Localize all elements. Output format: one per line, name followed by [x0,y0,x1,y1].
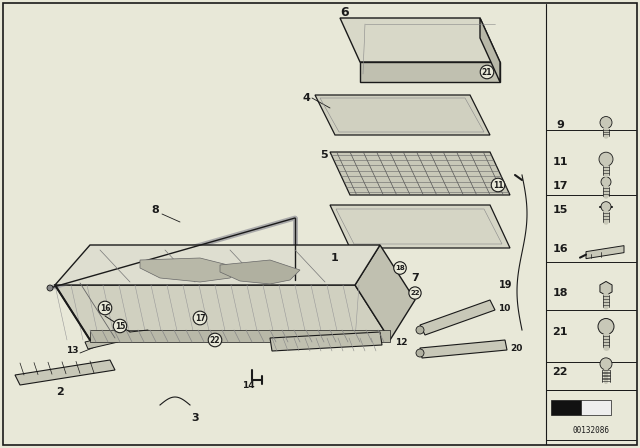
Polygon shape [55,285,390,340]
Polygon shape [340,18,500,62]
Text: 14: 14 [242,380,254,389]
Text: 17: 17 [195,314,205,323]
Text: 2: 2 [56,387,64,397]
Polygon shape [55,245,380,285]
Text: 16: 16 [100,303,110,313]
Circle shape [601,202,611,211]
Text: 11: 11 [493,181,503,190]
Text: 4: 4 [302,93,310,103]
Circle shape [598,319,614,335]
Polygon shape [330,205,510,248]
Circle shape [416,326,424,334]
Text: 17: 17 [552,181,568,191]
Polygon shape [90,330,390,342]
Circle shape [600,358,612,370]
Circle shape [47,285,53,291]
Text: 15: 15 [552,205,568,215]
Polygon shape [315,95,490,135]
Polygon shape [270,332,382,351]
Polygon shape [480,18,500,82]
Circle shape [601,177,611,187]
Text: 22: 22 [552,367,568,377]
Polygon shape [600,281,612,295]
Circle shape [416,349,424,357]
Circle shape [600,116,612,129]
Polygon shape [85,335,118,349]
Text: 21: 21 [482,68,492,77]
Circle shape [599,152,613,166]
Text: 8: 8 [151,205,159,215]
Text: 3: 3 [191,413,199,423]
Text: 1: 1 [331,253,339,263]
Polygon shape [420,300,495,335]
Text: 18: 18 [395,265,405,271]
Polygon shape [355,245,415,340]
Text: 6: 6 [340,5,349,18]
Text: 19: 19 [499,280,512,290]
Polygon shape [140,258,240,282]
Text: 16: 16 [552,244,568,254]
Polygon shape [360,62,500,82]
Bar [551,400,581,415]
Polygon shape [330,152,510,195]
Text: 22: 22 [410,290,420,296]
Text: 00132086: 00132086 [573,426,609,435]
Text: 12: 12 [395,337,408,346]
Text: 22: 22 [210,336,220,345]
Polygon shape [15,360,115,385]
Text: 20: 20 [510,344,522,353]
Bar [581,400,611,415]
Polygon shape [420,340,507,358]
Polygon shape [586,246,624,258]
Text: 5: 5 [321,150,328,160]
Text: 18: 18 [552,289,568,298]
Text: 7: 7 [411,273,419,283]
Text: 9: 9 [556,120,564,129]
Text: 21: 21 [552,327,568,336]
Text: 13: 13 [66,345,78,354]
Text: 11: 11 [552,157,568,167]
Polygon shape [220,260,300,284]
Text: 15: 15 [115,322,125,331]
Text: 10: 10 [498,303,510,313]
